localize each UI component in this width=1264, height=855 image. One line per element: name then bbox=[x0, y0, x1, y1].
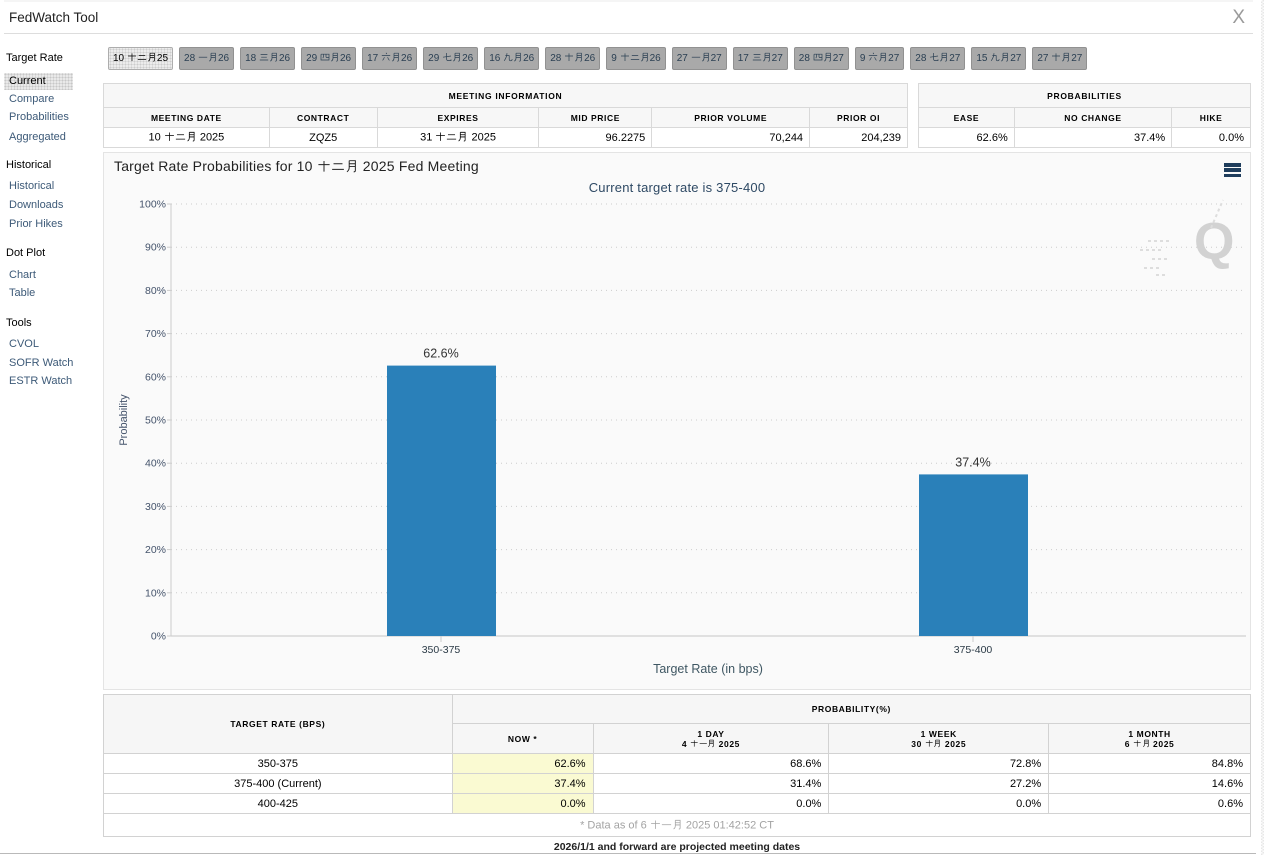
svg-text:350-375: 350-375 bbox=[422, 644, 461, 656]
svg-text:Target Rate (in bps): Target Rate (in bps) bbox=[653, 662, 763, 676]
svg-text:40%: 40% bbox=[145, 458, 166, 470]
svg-text:70%: 70% bbox=[145, 328, 166, 340]
svg-text:60%: 60% bbox=[145, 371, 166, 383]
svg-text:50%: 50% bbox=[145, 415, 166, 427]
svg-text:20%: 20% bbox=[145, 544, 166, 556]
svg-text:90%: 90% bbox=[145, 242, 166, 254]
svg-text:Probability: Probability bbox=[118, 394, 130, 446]
svg-text:80%: 80% bbox=[145, 285, 166, 297]
svg-text:30%: 30% bbox=[145, 501, 166, 513]
svg-text:375-400: 375-400 bbox=[954, 644, 993, 656]
svg-text:10%: 10% bbox=[145, 587, 166, 599]
svg-text:37.4%: 37.4% bbox=[955, 455, 990, 469]
svg-text:62.6%: 62.6% bbox=[423, 347, 458, 361]
svg-text:100%: 100% bbox=[139, 199, 166, 211]
svg-text:0%: 0% bbox=[151, 631, 166, 643]
